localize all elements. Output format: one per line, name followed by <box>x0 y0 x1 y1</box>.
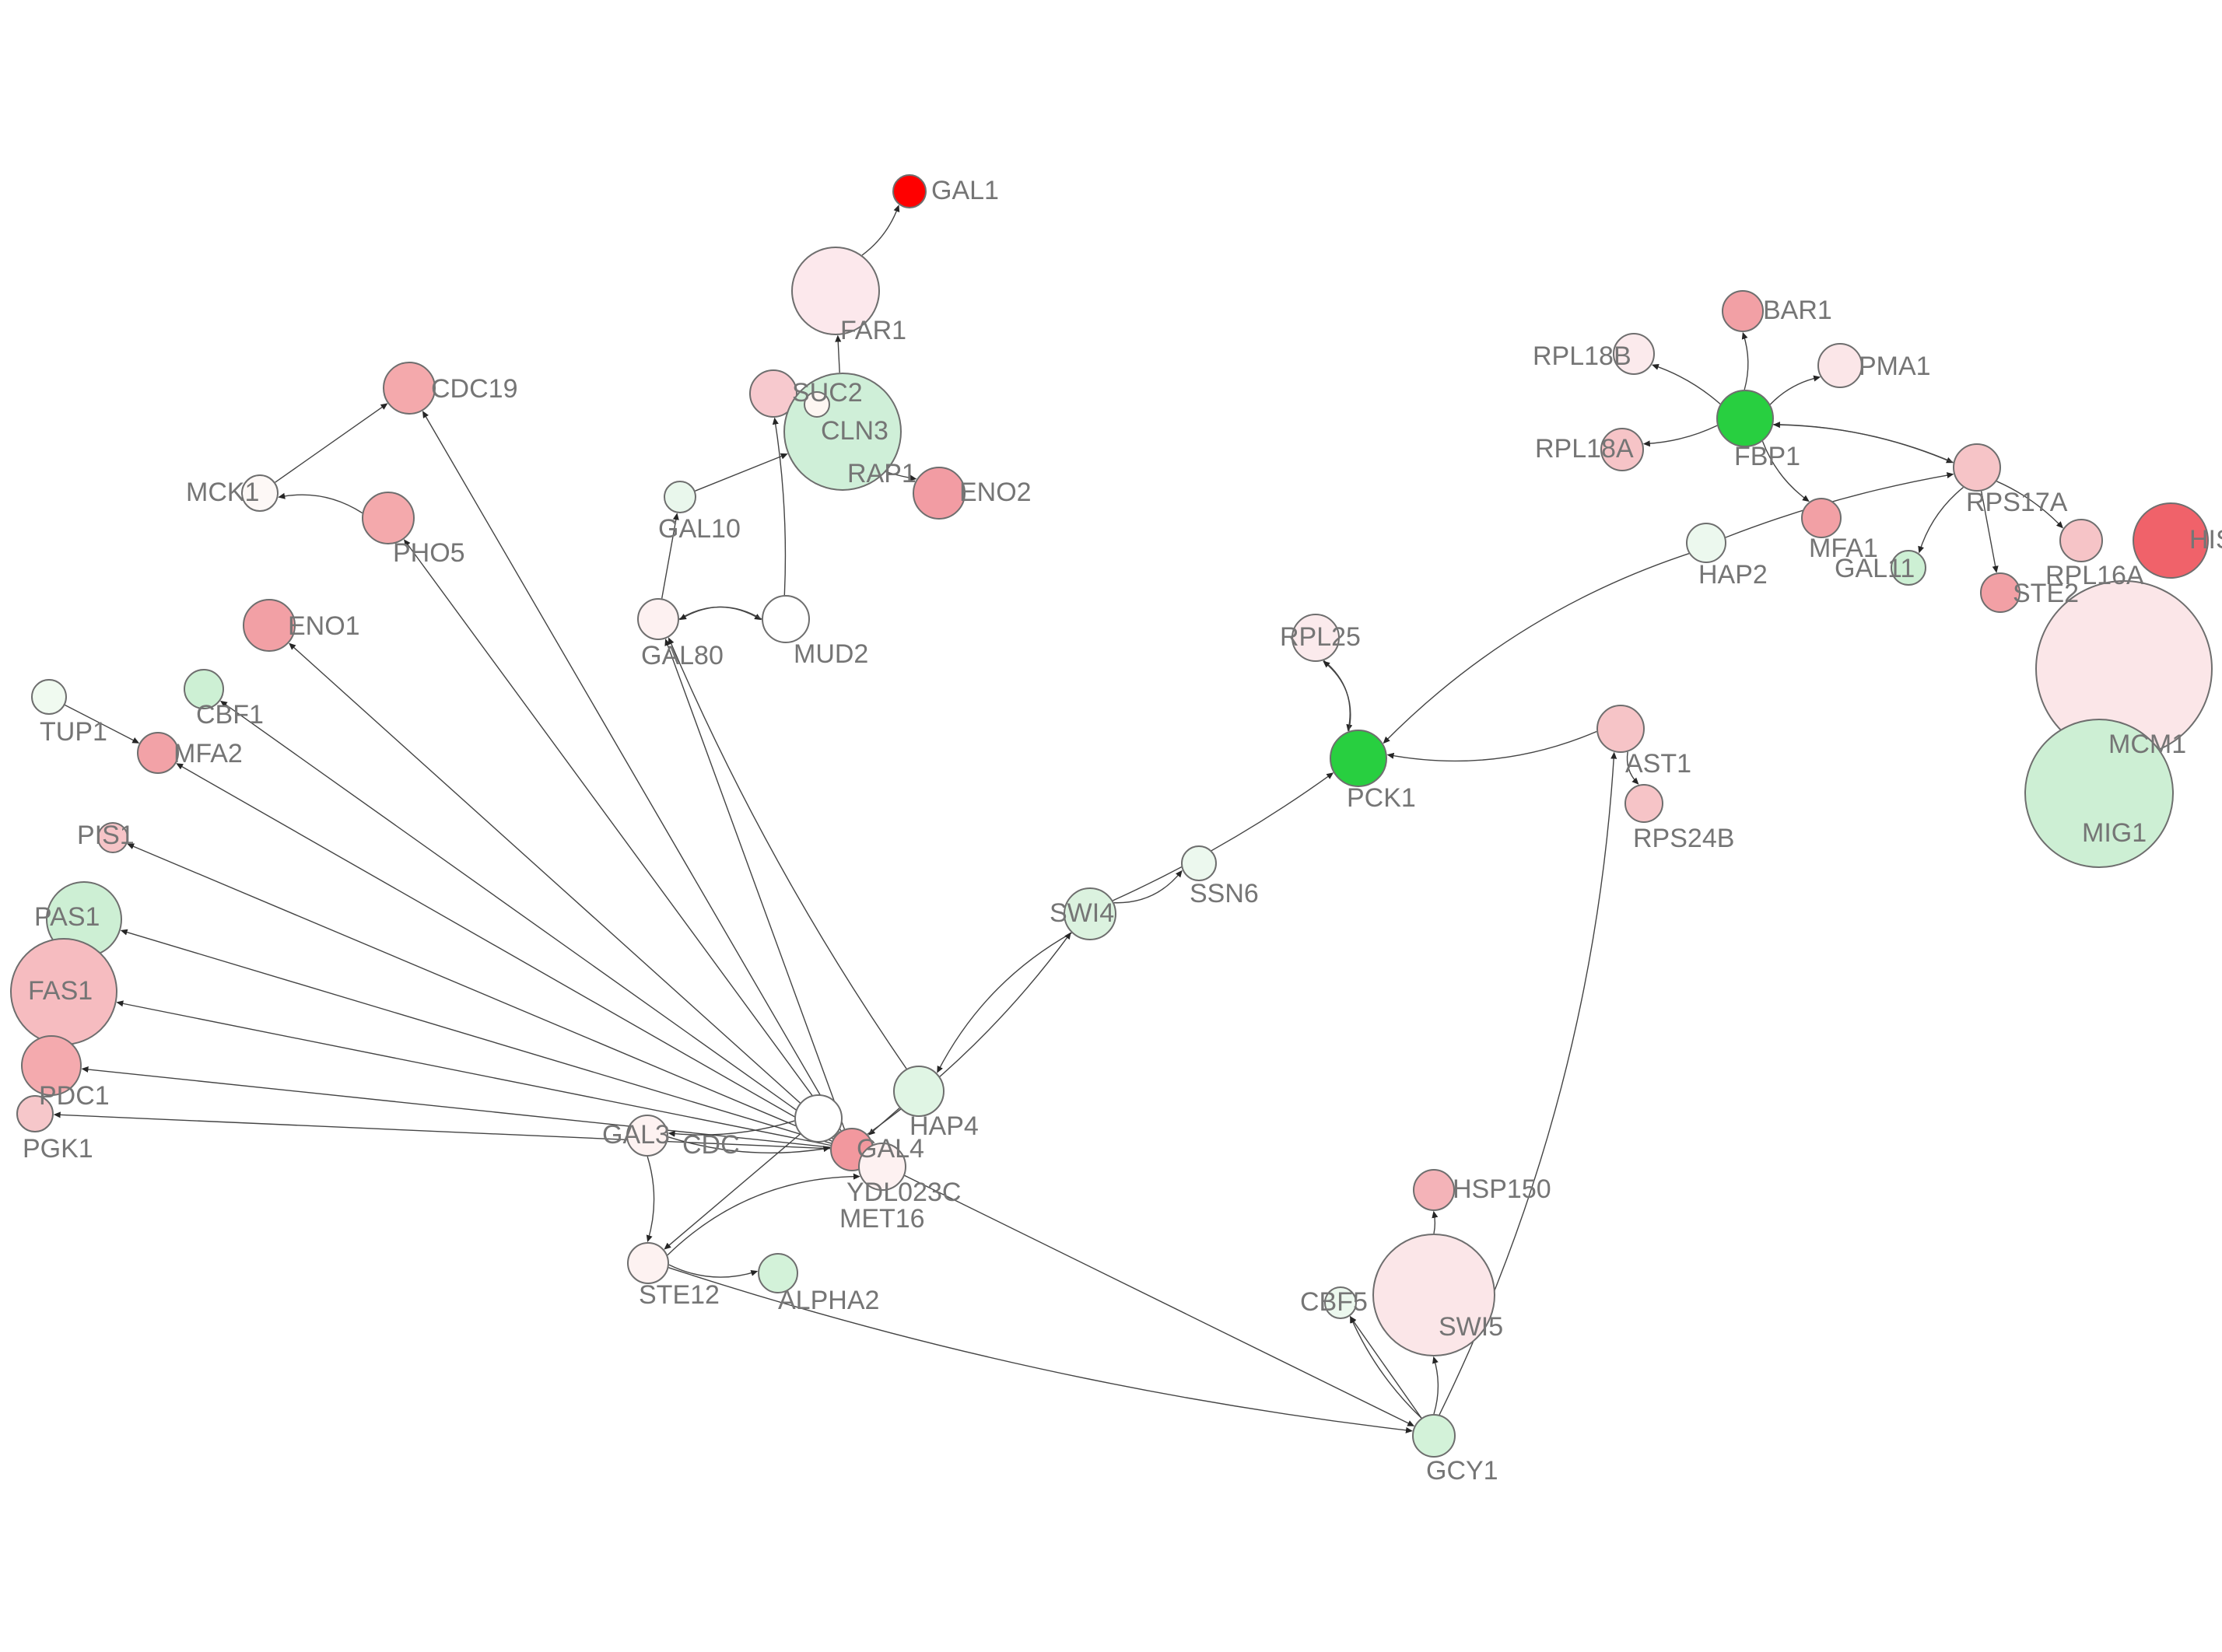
svg-text:CBF1: CBF1 <box>196 700 264 730</box>
svg-text:PMA1: PMA1 <box>1859 352 1931 381</box>
svg-text:CDC: CDC <box>682 1130 740 1160</box>
svg-text:BAR1: BAR1 <box>1763 296 1832 325</box>
svg-text:PCK1: PCK1 <box>1347 783 1416 813</box>
svg-text:FAR1: FAR1 <box>840 316 906 345</box>
svg-text:GAL3: GAL3 <box>602 1120 670 1150</box>
svg-text:PGK1: PGK1 <box>23 1134 93 1164</box>
svg-text:MUD2: MUD2 <box>794 639 868 669</box>
svg-text:PIS1: PIS1 <box>77 821 135 850</box>
svg-text:CDC19: CDC19 <box>431 374 517 404</box>
svg-text:RPS24B: RPS24B <box>1633 824 1734 853</box>
svg-text:SWI5: SWI5 <box>1439 1312 1503 1342</box>
svg-text:MCK1: MCK1 <box>186 478 259 507</box>
svg-text:ENO1: ENO1 <box>288 611 360 641</box>
svg-text:RPL25: RPL25 <box>1280 622 1361 652</box>
svg-text:HAP2: HAP2 <box>1698 560 1768 590</box>
svg-text:FAS1: FAS1 <box>28 976 93 1006</box>
svg-text:SSN6: SSN6 <box>1190 879 1259 908</box>
svg-text:CBF5: CBF5 <box>1300 1287 1368 1317</box>
svg-text:AST1: AST1 <box>1625 749 1691 779</box>
svg-text:SWI4: SWI4 <box>1050 898 1114 928</box>
svg-text:ENO2: ENO2 <box>959 478 1032 507</box>
svg-text:HIS4: HIS4 <box>2189 525 2222 555</box>
svg-text:PHO5: PHO5 <box>393 538 465 568</box>
svg-text:MCM1: MCM1 <box>2108 730 2186 759</box>
svg-text:GAL4: GAL4 <box>857 1134 924 1164</box>
svg-text:RPL16A: RPL16A <box>2045 561 2144 590</box>
svg-text:GAL80: GAL80 <box>641 641 724 670</box>
svg-text:SUC2: SUC2 <box>792 378 863 408</box>
svg-text:TUP1: TUP1 <box>40 717 107 747</box>
svg-text:GCY1: GCY1 <box>1426 1456 1498 1486</box>
svg-text:CLN3: CLN3 <box>821 416 888 446</box>
svg-text:GAL11: GAL11 <box>1835 554 1915 583</box>
svg-text:MIG1: MIG1 <box>2082 818 2147 848</box>
svg-text:MFA2: MFA2 <box>173 739 243 768</box>
svg-text:RPS17A: RPS17A <box>1966 488 2068 517</box>
svg-text:RPL18B: RPL18B <box>1533 341 1631 371</box>
svg-text:PAS1: PAS1 <box>34 902 100 932</box>
svg-text:RPL18A: RPL18A <box>1535 434 1634 464</box>
svg-text:GAL1: GAL1 <box>931 176 999 205</box>
svg-text:FBP1: FBP1 <box>1734 442 1800 471</box>
svg-text:GAL10: GAL10 <box>658 514 741 544</box>
svg-text:PDC1: PDC1 <box>39 1081 110 1111</box>
svg-text:ALPHA2: ALPHA2 <box>778 1286 879 1315</box>
svg-text:STE12: STE12 <box>639 1280 720 1310</box>
svg-text:MET16: MET16 <box>839 1204 925 1234</box>
svg-text:RAP1: RAP1 <box>847 459 916 488</box>
svg-text:YDL023C: YDL023C <box>846 1178 961 1207</box>
svg-text:HSP150: HSP150 <box>1453 1174 1551 1204</box>
